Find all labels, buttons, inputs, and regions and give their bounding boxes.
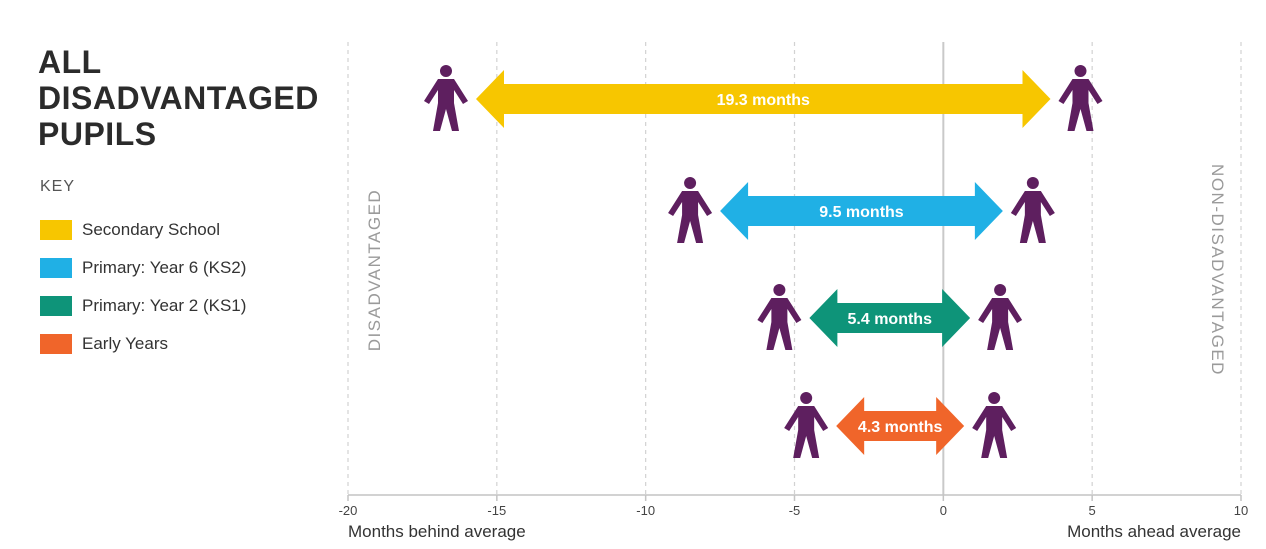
x-axis-label-left: Months behind average (348, 522, 526, 541)
range-arrows: 19.3 months 9.5 months 5.4 months 4.3 month… (423, 65, 1103, 458)
person-head (800, 392, 813, 404)
x-tick-label: 0 (940, 503, 947, 518)
range-arrow: 9.5 months (668, 177, 1055, 243)
legend-heading: KEY (40, 178, 76, 195)
person-icon (668, 177, 713, 243)
range-arrow-label: 5.4 months (848, 311, 933, 328)
title-line-2: DISADVANTAGED (38, 80, 319, 116)
range-arrow-label: 9.5 months (819, 204, 904, 221)
x-tick-label: 10 (1234, 503, 1248, 518)
person-body (423, 79, 468, 131)
person-icon (1058, 65, 1103, 131)
person-icon (972, 392, 1017, 458)
side-label-disadvantaged: DISADVANTAGED (365, 189, 384, 351)
legend-item-secondary: Secondary School (40, 211, 246, 249)
legend-item-year6: Primary: Year 6 (KS2) (40, 249, 246, 287)
x-tick-label: -20 (339, 503, 358, 518)
legend-swatch-year6 (40, 258, 72, 278)
legend-label-year2: Primary: Year 2 (KS1) (82, 296, 247, 315)
legend-swatch-year2 (40, 296, 72, 316)
x-axis: -20 -15 -10 -5 0 5 10 (339, 494, 1248, 518)
person-body (972, 406, 1017, 458)
range-arrow-label: 19.3 months (717, 92, 810, 109)
range-arrow-label: 4.3 months (858, 419, 943, 436)
person-head (1026, 177, 1039, 189)
person-body (978, 298, 1023, 350)
legend-label-early-years: Early Years (82, 334, 168, 353)
person-head (994, 284, 1007, 296)
legend-item-year2: Primary: Year 2 (KS1) (40, 287, 246, 325)
person-body (1058, 79, 1103, 131)
person-icon (423, 65, 468, 131)
title-line-3: PUPILS (38, 116, 157, 152)
person-body (784, 406, 829, 458)
person-icon (784, 392, 829, 458)
x-tick-label: -10 (636, 503, 655, 518)
x-axis-label-right: Months ahead average (1067, 522, 1241, 541)
side-label-non-disadvantaged: NON-DISADVANTAGED (1208, 164, 1227, 376)
x-tick-label: -15 (487, 503, 506, 518)
person-body (668, 191, 713, 243)
range-arrow: 19.3 months (423, 65, 1103, 131)
person-head (439, 65, 452, 77)
x-tick-label: 5 (1089, 503, 1096, 518)
title-line-1: ALL (38, 44, 102, 80)
range-arrow-shape (809, 289, 971, 347)
legend-swatch-early-years (40, 334, 72, 354)
range-arrow-shape (836, 397, 965, 455)
range-arrow: 5.4 months (757, 284, 1023, 350)
person-head (988, 392, 1001, 404)
person-icon (757, 284, 802, 350)
person-head (1074, 65, 1087, 77)
range-arrow-shape (475, 70, 1051, 128)
legend: Secondary School Primary: Year 6 (KS2) P… (40, 211, 246, 363)
range-arrow: 4.3 months (784, 392, 1017, 458)
legend-label-secondary: Secondary School (82, 220, 220, 239)
legend-item-early-years: Early Years (40, 325, 246, 363)
person-body (757, 298, 802, 350)
person-icon (1010, 177, 1055, 243)
range-arrow-shape (720, 182, 1003, 240)
legend-label-year6: Primary: Year 6 (KS2) (82, 258, 247, 277)
person-body (1010, 191, 1055, 243)
person-icon (978, 284, 1023, 350)
person-head (684, 177, 697, 189)
legend-swatch-secondary (40, 220, 72, 240)
person-head (773, 284, 786, 296)
chart-title: ALL DISADVANTAGED PUPILS (38, 44, 319, 152)
x-tick-label: -5 (789, 503, 801, 518)
